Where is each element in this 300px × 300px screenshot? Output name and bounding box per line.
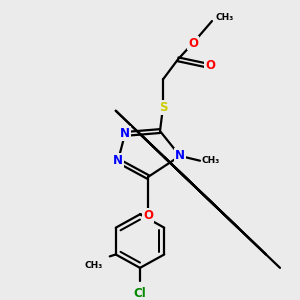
Text: O: O xyxy=(143,209,153,222)
Text: CH₃: CH₃ xyxy=(215,13,233,22)
Text: N: N xyxy=(120,128,130,140)
Text: N: N xyxy=(113,154,123,167)
Text: Cl: Cl xyxy=(134,287,146,300)
Text: S: S xyxy=(159,100,167,114)
Text: O: O xyxy=(205,58,215,72)
Text: N: N xyxy=(175,149,185,162)
Text: CH₃: CH₃ xyxy=(202,156,220,165)
Text: CH₃: CH₃ xyxy=(85,261,103,270)
Text: O: O xyxy=(188,37,198,50)
